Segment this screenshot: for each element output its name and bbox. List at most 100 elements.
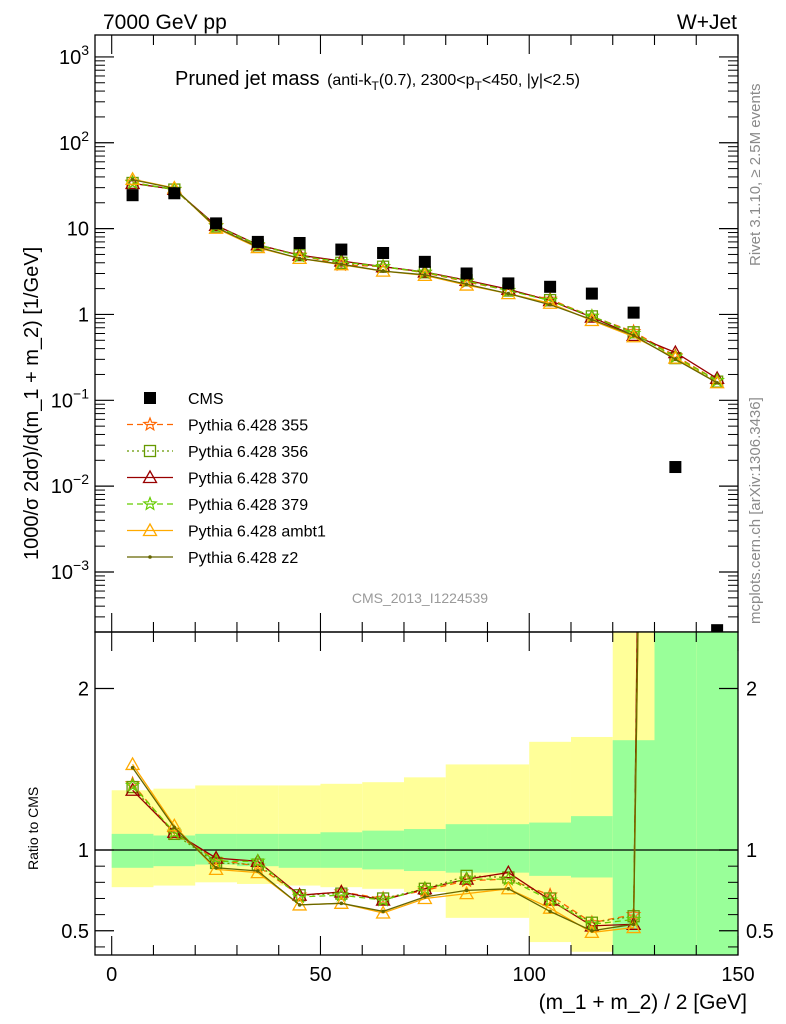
ratio-point — [256, 869, 260, 873]
data-point — [673, 357, 678, 362]
ratio-point — [590, 928, 594, 933]
ratio-point — [339, 901, 344, 906]
ratio-point — [464, 888, 469, 893]
ratio-y-tick-label-right: 1 — [746, 840, 757, 862]
ratio-point — [166, 824, 182, 838]
mcplots-label: mcplots.cern.ch [arXiv:1306.3436] — [747, 397, 764, 624]
plot-title: Pruned jet mass (anti-kT(0.7), 2300<pT<4… — [175, 68, 580, 93]
uncertainty-band-inner — [487, 824, 530, 873]
series-pythia-6428-356 — [126, 176, 724, 388]
x-tick-label: 0 — [106, 964, 117, 986]
x-tick-label: 100 — [513, 964, 546, 986]
data-point — [124, 171, 141, 185]
ratio-point — [381, 909, 385, 914]
data-point — [335, 243, 348, 256]
ratio-point — [584, 924, 600, 939]
data-point — [377, 246, 390, 259]
legend-swatch-marker — [148, 555, 152, 559]
ratio-point — [297, 903, 302, 907]
ratio-point — [423, 895, 427, 899]
data-point — [584, 312, 600, 327]
legend-entry: Pythia 6.428 355 — [127, 416, 308, 435]
main-frame — [94, 34, 739, 633]
uncertainty-band-inner — [278, 833, 321, 868]
data-point — [542, 291, 558, 306]
legend-swatch-marker — [143, 444, 157, 458]
legend-label: CMS — [188, 391, 224, 408]
data-point — [631, 333, 636, 338]
ratio-y-tick-label-right: 0.5 — [746, 921, 774, 943]
ratio-line — [132, 632, 639, 925]
data-point — [417, 264, 433, 278]
legend-entry: Pythia 6.428 ambt1 — [127, 522, 326, 541]
plot-title-main: Pruned jet mass — [175, 68, 320, 90]
ratio-line — [132, 632, 639, 924]
data-point — [542, 295, 558, 309]
ratio-point — [500, 864, 516, 879]
ratio-y-tick-label: 1 — [78, 840, 89, 862]
series-line — [132, 181, 718, 382]
energy-label: 7000 GeV pp — [103, 11, 227, 34]
ratio-point — [333, 895, 349, 909]
data-point — [126, 189, 139, 202]
legend-entry: Pythia 6.428 356 — [127, 444, 308, 461]
data-point — [669, 461, 682, 474]
data-point — [585, 287, 598, 300]
rivet-label: Rivet 3.1.10, ≥ 2.5M events — [747, 84, 764, 267]
y-tick-label: 102 — [59, 128, 89, 155]
ratio-point — [214, 865, 218, 870]
analysis-label: CMS_2013_I1224539 — [352, 590, 488, 606]
legend-entry: CMS — [144, 391, 224, 408]
legend-label: Pythia 6.428 356 — [188, 444, 308, 461]
ratio-axis-title: Ratio to CMS — [25, 787, 41, 870]
data-point — [711, 624, 724, 632]
legend-swatch-marker — [142, 416, 158, 432]
x-axis-title: (m_1 + m_2) / 2 [GeV] — [539, 991, 747, 1014]
uncertainty-band-inner — [654, 632, 697, 955]
series-cms — [126, 187, 724, 632]
ratio-point — [172, 825, 177, 830]
data-point — [460, 267, 473, 280]
series-pythia-6428-ambt1 — [124, 171, 725, 389]
data-point — [297, 256, 302, 261]
y-tick-label: 103 — [59, 42, 89, 69]
data-point — [715, 380, 719, 385]
legend-entry: Pythia 6.428 379 — [127, 495, 308, 514]
series-line — [132, 182, 718, 383]
ratio-y-tick-label: 2 — [78, 679, 89, 701]
data-point — [339, 262, 344, 266]
ratio-point — [130, 765, 135, 770]
ratio-panel: 0.5 0.5 1 1 2 2 0 50 100 150 — [61, 631, 774, 986]
data-point — [626, 328, 642, 343]
data-point — [130, 178, 135, 182]
data-point — [418, 255, 431, 268]
legend-label: Pythia 6.428 355 — [188, 418, 308, 435]
data-point — [709, 374, 725, 389]
x-tick-label: 50 — [309, 964, 331, 986]
legend-label: Pythia 6.428 ambt1 — [188, 524, 326, 541]
data-point — [210, 217, 223, 230]
legend-entry: Pythia 6.428 370 — [127, 469, 308, 488]
ratio-point — [375, 905, 391, 919]
series-line — [132, 182, 718, 382]
ratio-point — [458, 885, 475, 900]
series-pythia-6428-z2 — [130, 178, 719, 385]
data-point — [423, 272, 427, 277]
data-point — [293, 236, 306, 249]
uncertainty-band-inner — [445, 824, 488, 873]
ratio-point — [458, 871, 475, 885]
legend-swatch-marker — [142, 522, 158, 537]
ratio-point — [375, 890, 391, 906]
legend-swatch — [144, 392, 156, 404]
ratio-y-tick-label: 0.5 — [61, 921, 89, 943]
y-tick-label: 10−3 — [51, 557, 89, 584]
y-tick-label: 10−2 — [51, 471, 89, 498]
uncertainty-band-inner — [570, 816, 613, 878]
legend: CMS Pythia 6.428 355 Pythia 6.428 356 Pythi… — [127, 391, 326, 567]
ratio-point — [375, 891, 391, 907]
ratio-point — [250, 853, 266, 868]
ratio-point — [250, 864, 266, 879]
ratio-frame — [94, 631, 739, 956]
uncertainty-band-inner — [696, 632, 738, 955]
process-label: W+Jet — [677, 11, 737, 34]
